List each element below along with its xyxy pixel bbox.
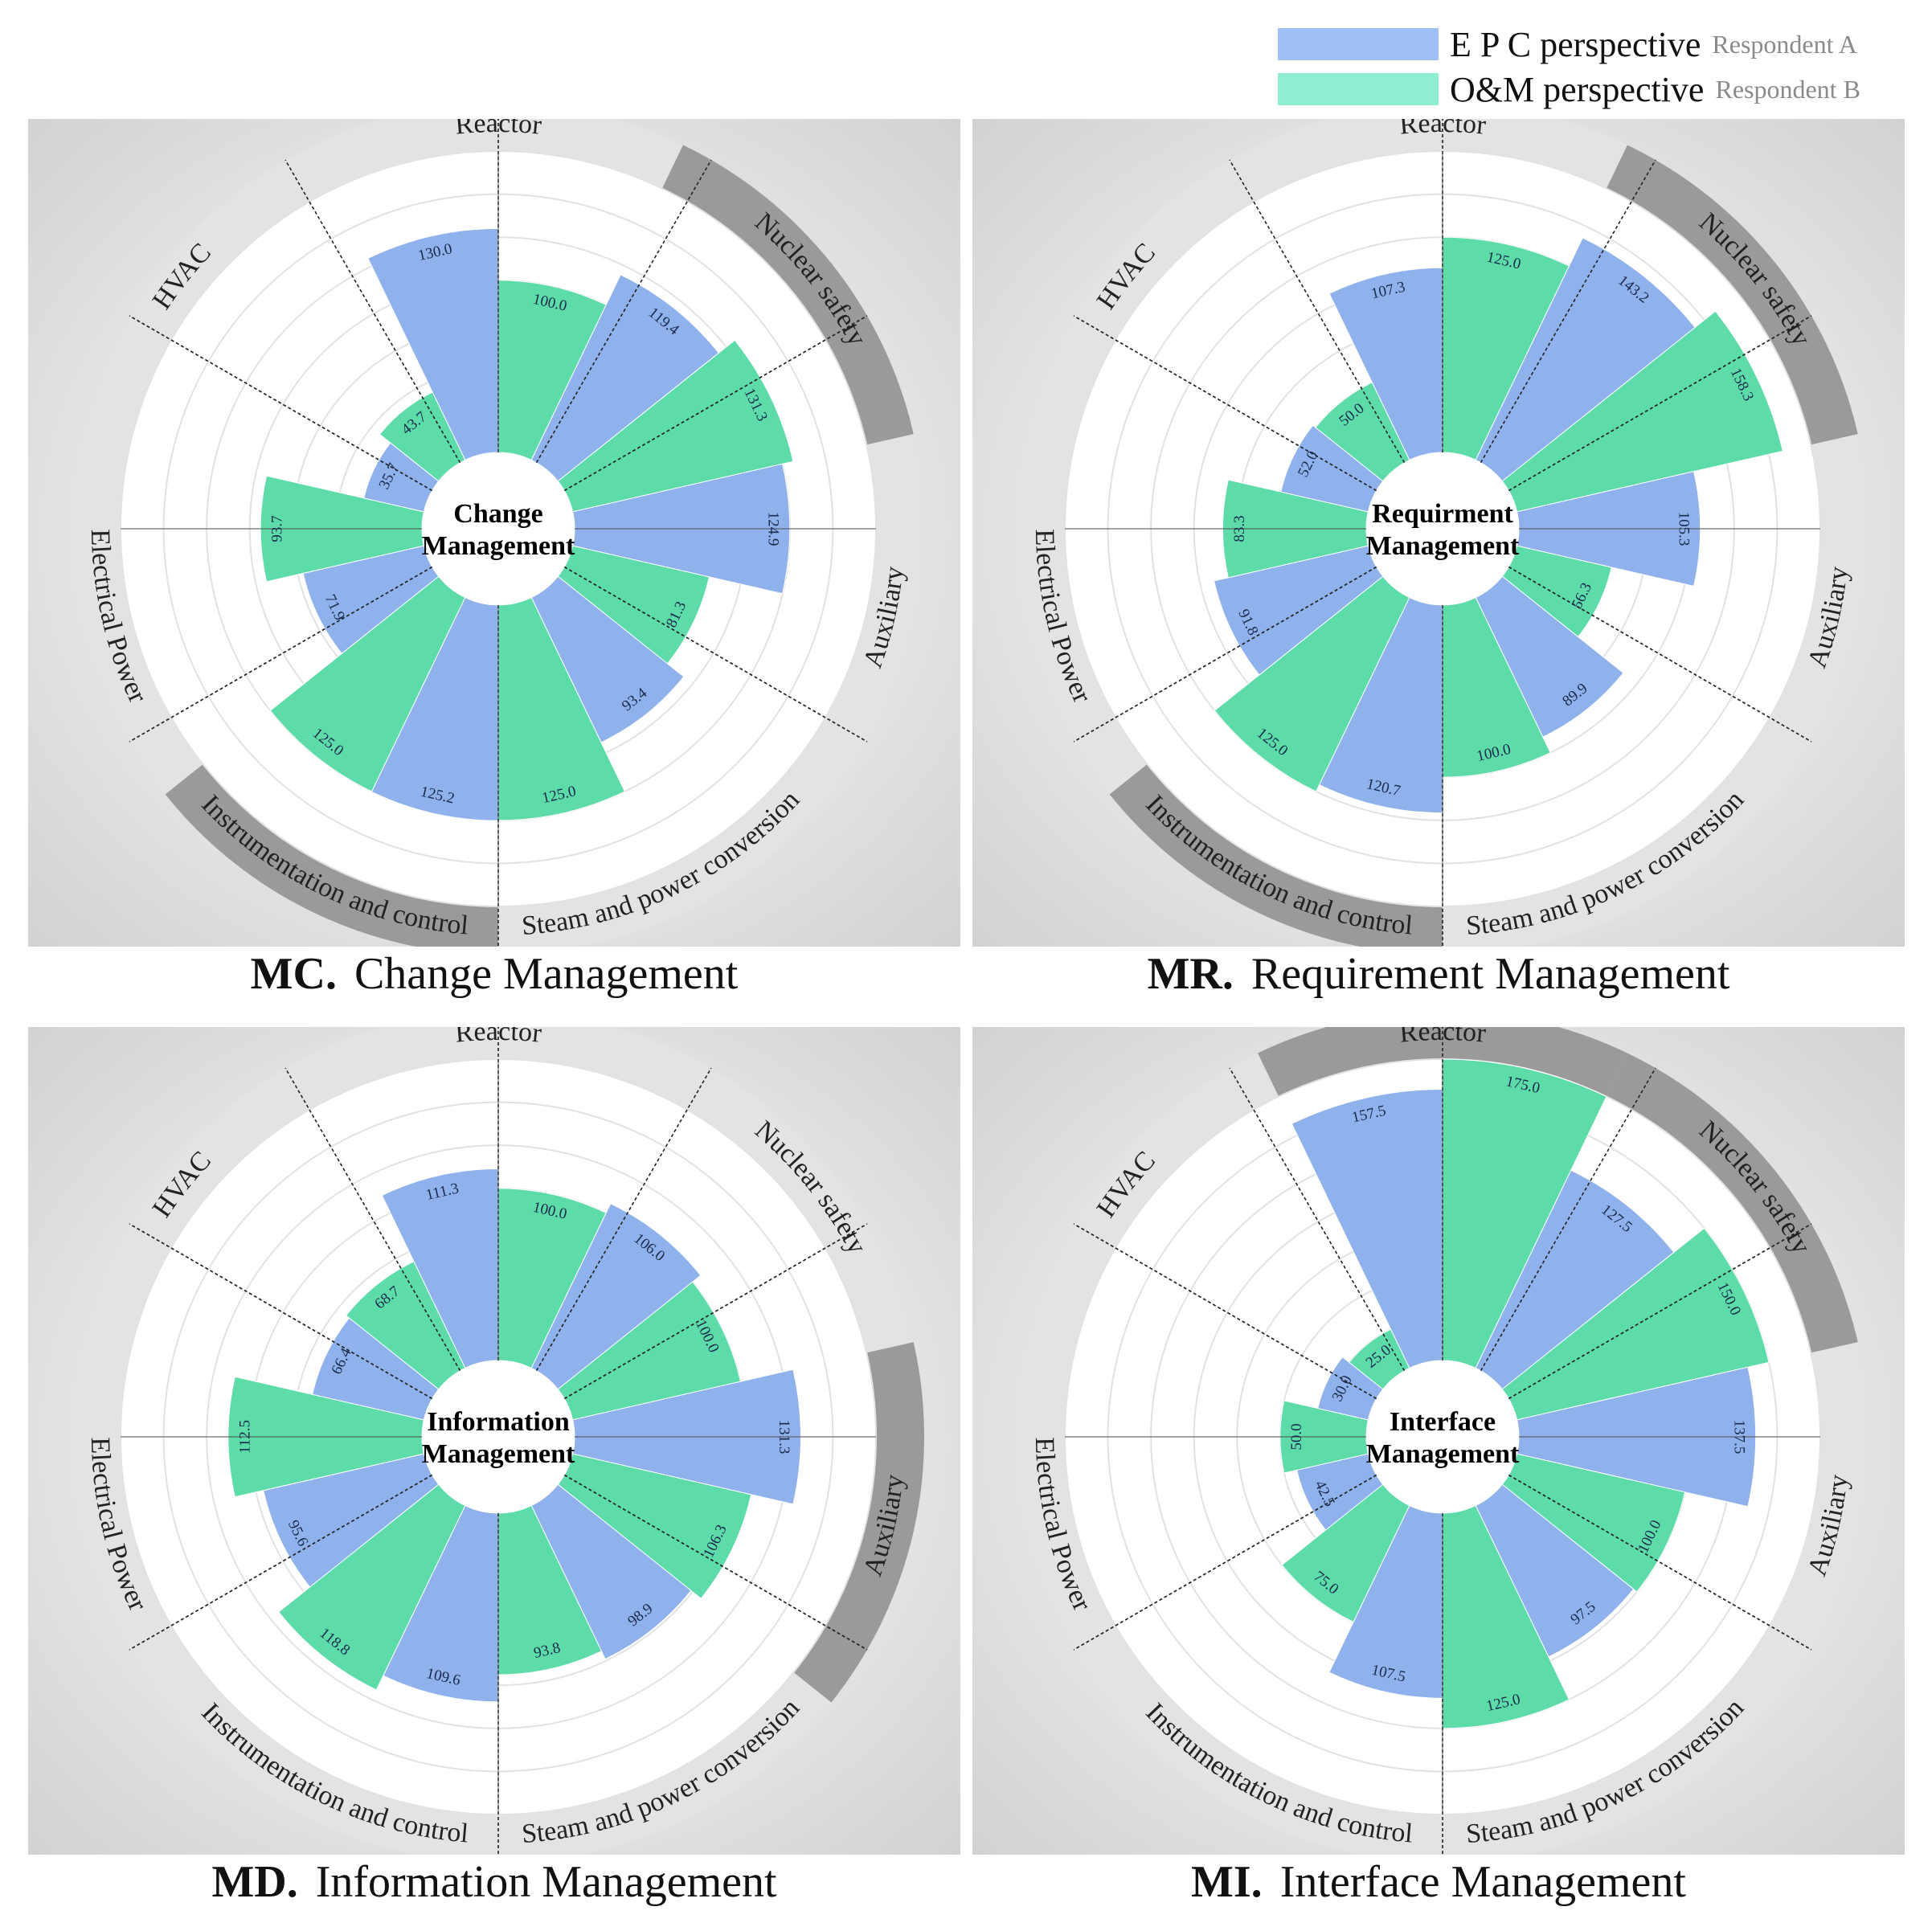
highlight-band-instrumentation-and-control bbox=[1109, 764, 1443, 947]
legend-sub-om: Respondent B bbox=[1715, 74, 1860, 104]
value-label: 137.5 bbox=[1730, 1420, 1747, 1455]
sector-divider bbox=[1480, 1067, 1656, 1372]
sector-divider bbox=[535, 1067, 712, 1372]
legend-label-om: O&M perspective bbox=[1450, 69, 1705, 109]
caption-title: Interface Management bbox=[1279, 1857, 1686, 1907]
value-label: 105.3 bbox=[1675, 512, 1692, 546]
sector-divider bbox=[129, 1223, 433, 1400]
center-hole bbox=[422, 1360, 575, 1513]
center-title-line: Change bbox=[453, 499, 542, 529]
value-label: 93.7 bbox=[269, 515, 286, 542]
category-label-reactor: Reactor bbox=[454, 119, 543, 141]
category-label-reactor: Reactor bbox=[1398, 119, 1488, 141]
legend-item-om: O&M perspective Respondent B bbox=[1278, 69, 1860, 109]
sector-divider bbox=[1073, 566, 1377, 743]
center-title-line: Management bbox=[422, 1439, 575, 1469]
sector-divider bbox=[563, 1474, 868, 1651]
sector-divider bbox=[129, 1474, 433, 1651]
category-label-reactor: Reactor bbox=[454, 1027, 543, 1049]
chart-panel-change-management: 130.0 100.0 119.4 131.3 124.9 81.3 93.4 125.0 12… bbox=[28, 119, 960, 947]
legend-item-epc: E P C perspective Respondent A bbox=[1278, 24, 1857, 64]
chart-panel-requirement-management: 107.3 125.0 143.2 158.3 105.3 56.3 89.9 100.0 12… bbox=[972, 119, 1905, 947]
caption-title: Information Management bbox=[315, 1857, 777, 1907]
highlight-band-nuclear-safety bbox=[1606, 145, 1858, 445]
bar-reactor-om bbox=[1442, 1058, 1607, 1369]
sector-divider bbox=[1229, 1067, 1406, 1372]
legend-label-epc: E P C perspective bbox=[1450, 24, 1701, 64]
sector-divider bbox=[1480, 159, 1656, 464]
center-title-line: Management bbox=[1366, 531, 1520, 561]
sector-divider bbox=[563, 1223, 868, 1400]
legend: E P C perspective Respondent A O&M persp… bbox=[1278, 24, 1921, 113]
caption-code: MC. bbox=[250, 949, 337, 999]
caption-code: MI. bbox=[1191, 1857, 1263, 1907]
sector-divider bbox=[1508, 315, 1812, 492]
sector-divider bbox=[1073, 1474, 1377, 1651]
sector-divider bbox=[563, 315, 868, 492]
chart-panel-interface-management: 157.5 175.0 127.5 150.0 137.5 100.0 97.5 125.0 1… bbox=[972, 1027, 1905, 1855]
center-title-line: Management bbox=[422, 531, 575, 561]
legend-swatch-om bbox=[1278, 73, 1439, 105]
value-label: 131.3 bbox=[776, 1420, 792, 1455]
highlight-band-nuclear-safety bbox=[1606, 1053, 1858, 1353]
caption-requirement-management: MR. Requirement Management bbox=[972, 948, 1905, 1000]
sector-divider bbox=[1508, 1474, 1812, 1651]
value-label: 124.9 bbox=[764, 512, 781, 546]
legend-swatch-epc bbox=[1278, 28, 1439, 60]
center-hole bbox=[422, 452, 575, 605]
sector-divider bbox=[129, 566, 433, 743]
center-title-line: Interface bbox=[1390, 1407, 1496, 1437]
sector-divider bbox=[284, 159, 461, 464]
sector-divider bbox=[1508, 1223, 1812, 1400]
highlight-band-auxiliary bbox=[793, 1342, 924, 1703]
sector-divider bbox=[284, 1067, 461, 1372]
value-label: 50.0 bbox=[1288, 1423, 1305, 1450]
sector-divider bbox=[129, 315, 433, 492]
category-label-reactor: Reactor bbox=[1398, 1027, 1488, 1049]
sector-divider bbox=[535, 159, 712, 464]
value-label: 83.3 bbox=[1231, 515, 1248, 542]
center-title-line: Information bbox=[427, 1407, 570, 1437]
caption-information-management: MD. Information Management bbox=[28, 1856, 960, 1908]
legend-sub-epc: Respondent A bbox=[1712, 29, 1857, 59]
bar-reactor-epc bbox=[1291, 1088, 1443, 1369]
sector-divider bbox=[1073, 1223, 1377, 1400]
caption-interface-management: MI. Interface Management bbox=[972, 1856, 1905, 1908]
center-title-line: Management bbox=[1366, 1439, 1520, 1469]
highlight-band-reactor bbox=[1258, 1027, 1627, 1097]
caption-code: MR. bbox=[1147, 949, 1234, 999]
highlight-band-nuclear-safety bbox=[661, 145, 914, 445]
polar-chart: 107.3125.0143.2158.3105.356.389.9100.012… bbox=[1017, 119, 1869, 947]
sector-divider bbox=[1508, 566, 1812, 743]
polar-chart: 157.5175.0127.5150.0137.5100.097.5125.01… bbox=[1017, 1027, 1869, 1855]
chart-panel-information-management: 111.3 100.0 106.0 100.0 131.3 106.3 98.9 93.8 10… bbox=[28, 1027, 960, 1855]
value-label: 112.5 bbox=[236, 1420, 253, 1454]
caption-code: MD. bbox=[211, 1857, 298, 1907]
highlight-band-instrumentation-and-control bbox=[165, 764, 498, 947]
polar-chart: 130.0100.0119.4131.3124.981.393.4125.012… bbox=[72, 119, 924, 947]
center-hole bbox=[1366, 1360, 1519, 1513]
sector-divider bbox=[1073, 315, 1377, 492]
caption-title: Change Management bbox=[354, 949, 739, 999]
sector-divider bbox=[1229, 159, 1406, 464]
center-hole bbox=[1366, 452, 1519, 605]
caption-change-management: MC. Change Management bbox=[28, 948, 960, 1000]
polar-chart: 111.3100.0106.0100.0131.3106.398.993.810… bbox=[72, 1027, 924, 1855]
center-title-line: Requirment bbox=[1372, 499, 1513, 529]
sector-divider bbox=[563, 566, 868, 743]
caption-title: Requirement Management bbox=[1250, 949, 1730, 999]
